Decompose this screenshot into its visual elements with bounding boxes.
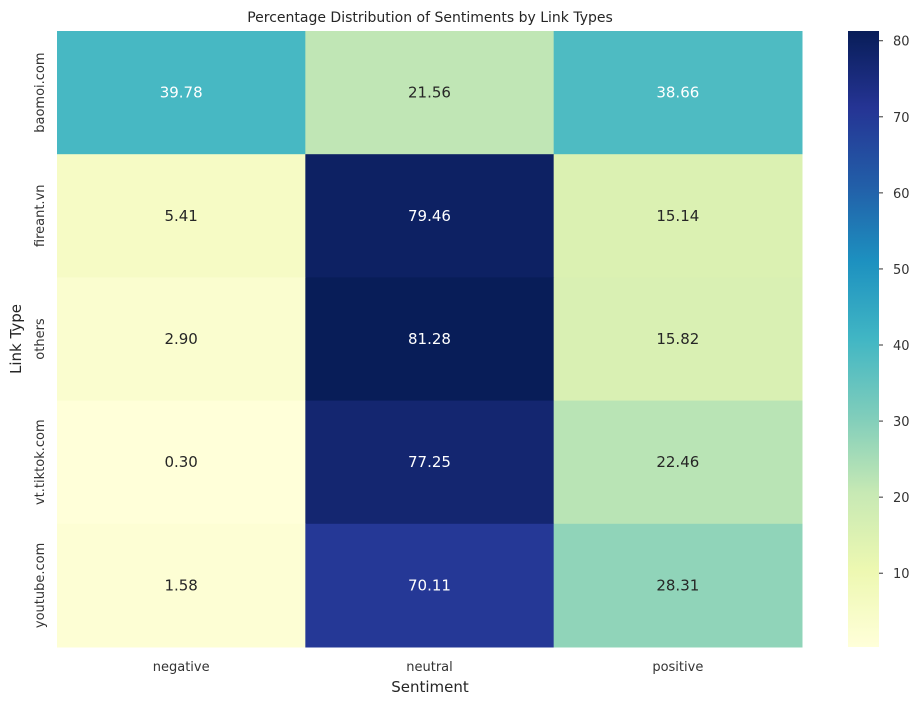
colorbar-tick-label: 80 (893, 35, 910, 50)
x-tick-label: negative (153, 660, 210, 675)
heatmap-cell (553, 277, 803, 402)
y-axis-label: Link Type (7, 304, 25, 374)
heatmap-cell (57, 400, 306, 525)
colorbar-tick-label: 20 (893, 491, 910, 506)
x-tick-label: positive (652, 660, 703, 675)
heatmap-value-label: 79.46 (408, 207, 451, 225)
heatmap-value-label: 28.31 (656, 576, 699, 594)
heatmap-value-label: 15.14 (656, 207, 699, 225)
colorbar-ticks: 10 20 30 40 50 60 70 80 (879, 35, 910, 582)
colorbar-tick-label: 30 (893, 415, 910, 430)
colorbar-tick-label: 60 (893, 187, 910, 202)
colorbar-tick-label: 50 (893, 263, 910, 278)
x-tick-labels: negative neutral positive (153, 660, 704, 675)
y-tick-labels: baomoi.com fireant.vn others vt.tiktok.com y… (33, 52, 48, 628)
colorbar-tick-label: 70 (893, 111, 910, 126)
x-tick-label: neutral (406, 660, 453, 675)
heatmap-value-label: 5.41 (164, 207, 197, 225)
chart-title: Percentage Distribution of Sentiments by… (247, 10, 613, 26)
heatmap-value-label: 39.78 (160, 84, 203, 102)
heatmap-value-label: 70.11 (408, 576, 451, 594)
heatmap-value-label: 2.90 (164, 330, 197, 348)
heatmap-value-labels: 39.78 21.56 38.66 5.41 79.46 15.14 2.90 81.28 15… (160, 84, 700, 595)
heatmap-cell (305, 31, 555, 155)
heatmap-value-label: 0.30 (164, 453, 197, 471)
y-tick-label: others (33, 318, 48, 360)
colorbar-tick-label: 10 (893, 567, 910, 582)
heatmap-cell (305, 277, 555, 402)
heatmap-value-label: 38.66 (656, 84, 699, 102)
colorbar-tick-label: 40 (893, 339, 910, 354)
heatmap-cell (57, 31, 306, 155)
y-tick-label: fireant.vn (33, 184, 48, 247)
heatmap-value-label: 1.58 (164, 576, 197, 594)
heatmap-cell (553, 31, 803, 155)
colorbar (848, 31, 879, 647)
y-tick-label: vt.tiktok.com (33, 419, 48, 505)
heatmap-cell (57, 523, 306, 648)
heatmap-value-label: 77.25 (408, 453, 451, 471)
x-axis-label: Sentiment (391, 678, 469, 696)
y-tick-label: youtube.com (33, 543, 48, 628)
y-tick-label: baomoi.com (33, 52, 48, 132)
heatmap-cell (553, 523, 803, 648)
heatmap-cell (305, 400, 555, 525)
heatmap-cell (553, 154, 803, 278)
heatmap-cell (57, 277, 306, 402)
heatmap-cell (57, 154, 306, 278)
heatmap-value-label: 22.46 (656, 453, 699, 471)
heatmap-cells (57, 31, 803, 648)
heatmap-cell (553, 400, 803, 525)
heatmap-cell (305, 523, 555, 648)
heatmap-cell (305, 154, 555, 278)
heatmap-value-label: 81.28 (408, 330, 451, 348)
heatmap-value-label: 21.56 (408, 84, 451, 102)
heatmap-value-label: 15.82 (656, 330, 699, 348)
